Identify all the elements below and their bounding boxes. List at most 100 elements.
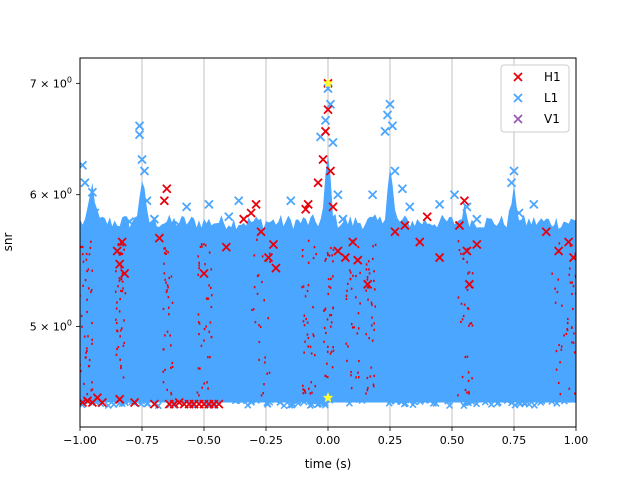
h1-cloud-speck [115, 307, 118, 310]
h1-cloud-speck [205, 325, 207, 328]
h1-cloud-speck [306, 321, 309, 324]
h1-cloud-speck [256, 274, 259, 278]
plot-area: −1.00 −0.75 −0.50 −0.25 0.00 0.25 0.50 0.75 1.00… [30, 57, 589, 447]
h1-cloud-speck [346, 359, 348, 362]
x-tick-label: 0.00 [316, 434, 341, 447]
h1-cloud-speck [571, 292, 573, 296]
legend: H1 L1 V1 [500, 64, 570, 133]
h1-cloud-speck [257, 274, 260, 277]
h1-cloud-speck [301, 286, 304, 289]
h1-cloud-speck [210, 335, 213, 339]
h1-dense-cloud [80, 238, 576, 397]
h1-cloud-speck [314, 385, 317, 388]
l1-point [234, 196, 244, 206]
h1-cloud-speck [556, 290, 559, 294]
h1-cloud-speck [457, 394, 459, 397]
h1-cloud-speck [572, 341, 575, 344]
h1-cloud-speck [559, 361, 561, 364]
h1-cloud-speck [332, 346, 334, 349]
h1-cloud-speck [162, 381, 165, 384]
h1-cloud-speck [330, 246, 332, 250]
l1-cloud-mark [409, 401, 417, 409]
x-tick-label: −0.25 [249, 434, 283, 447]
h1-cloud-speck [311, 391, 313, 394]
h1-cloud-speck [574, 392, 576, 395]
h1-cloud-speck [171, 361, 174, 365]
l1-point [105, 227, 115, 237]
h1-cloud-speck [163, 262, 165, 265]
h1-cloud-speck [167, 251, 169, 254]
h1-cloud-speck [367, 386, 369, 390]
l1-cloud-mark [554, 394, 562, 402]
h1-cloud-speck [263, 299, 266, 302]
h1-cloud-speck [324, 259, 327, 262]
h1-cloud-speck [203, 328, 206, 331]
h1-cloud-speck [357, 245, 360, 249]
h1-cloud-speck [326, 376, 329, 379]
l1-point [380, 126, 390, 136]
h1-cloud-speck [81, 245, 84, 249]
h1-point [323, 104, 333, 115]
h1-cloud-speck [167, 306, 170, 309]
h1-cloud-speck [120, 277, 123, 280]
h1-cloud-speck [372, 245, 374, 248]
l1-cloud-mark [530, 401, 538, 409]
l1-cloud-mark [493, 399, 501, 408]
h1-cloud-speck [566, 321, 569, 325]
x-tick-label: −0.75 [125, 434, 159, 447]
h1-cloud-speck [301, 248, 304, 252]
x-tick-label: −0.50 [187, 434, 221, 447]
x-tick-label: 0.25 [378, 434, 403, 447]
l1-point [390, 166, 400, 176]
l1-cloud-mark [527, 395, 535, 403]
h1-point [422, 212, 432, 222]
h1-cloud-speck [370, 324, 373, 327]
h1-cloud-speck [569, 281, 572, 284]
h1-cloud-speck [118, 253, 121, 256]
l1-point [382, 110, 393, 120]
h1-cloud-speck [209, 286, 212, 290]
h1-cloud-speck [458, 248, 461, 252]
l1-point [514, 208, 524, 218]
h1-cloud-speck [167, 286, 169, 289]
h1-point [313, 178, 323, 188]
h1-cloud-speck [571, 281, 573, 284]
h1-cloud-speck [121, 280, 124, 283]
l1-point [529, 199, 539, 210]
l1-cloud-mark [487, 400, 495, 408]
legend-marker-v1 [513, 114, 523, 124]
h1-cloud-speck [198, 322, 201, 325]
h1-cloud-speck [119, 358, 122, 361]
h1-cloud-speck [365, 289, 368, 292]
h1-cloud-speck [196, 391, 199, 394]
h1-point [472, 239, 482, 250]
h1-cloud-speck [368, 268, 370, 271]
l1-point [449, 190, 460, 200]
h1-point [112, 246, 122, 256]
h1-cloud-speck [162, 307, 165, 311]
scatter-markers [80, 77, 576, 409]
y-axis-label: snr [1, 233, 15, 252]
h1-cloud-speck [466, 307, 469, 310]
h1-cloud-speck [359, 271, 361, 275]
h1-cloud-speck [373, 322, 375, 325]
h1-cloud-speck [162, 348, 165, 351]
h1-cloud-speck [198, 394, 200, 397]
h1-cloud-speck [327, 292, 330, 296]
l1-point [139, 166, 150, 176]
l1-cloud-mark [422, 395, 430, 403]
l1-cloud-mark [231, 397, 239, 405]
h1-cloud-speck [268, 371, 271, 374]
h1-cloud-speck [326, 318, 329, 321]
h1-cloud-speck [557, 381, 560, 385]
l1-cloud-mark [367, 394, 375, 402]
h1-cloud-speck [357, 312, 360, 315]
h1-cloud-speck [366, 286, 369, 289]
h1-cloud-speck [467, 272, 469, 275]
x-tick-label: 1.00 [564, 434, 589, 447]
h1-cloud-speck [306, 333, 309, 336]
h1-point [459, 196, 470, 206]
h1-cloud-speck [325, 257, 327, 261]
h1-cloud-speck [85, 351, 87, 354]
h1-cloud-speck [203, 382, 206, 385]
